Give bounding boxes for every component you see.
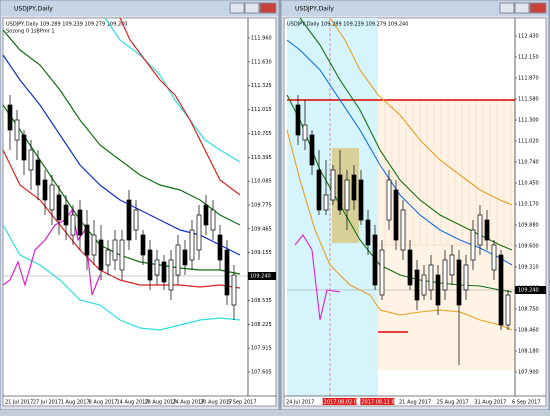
close-button[interactable]: [259, 2, 277, 14]
date-label: 5 Sep 2017: [228, 400, 257, 406]
status-bar: [0, 410, 550, 416]
indicator-line: Sozong 0 1sBPmr 1: [6, 29, 55, 35]
price-axis: 111.960 111.630 111.325 111.015 110.705 110.3…: [248, 36, 272, 376]
date-label: 31 Aug 2017: [474, 400, 506, 406]
price-label: 107.900: [518, 370, 539, 376]
price-axis: 112.430 112.150 111.870 111.580 111.300 111.0…: [515, 34, 539, 376]
price-label: 110.170: [518, 202, 539, 208]
price-label: 110.740: [518, 160, 539, 166]
date-label: 1 Aug 2017: [61, 400, 90, 406]
price-label: 110.705: [251, 131, 272, 137]
date-label: 30 Aug 2017: [200, 400, 232, 406]
info-line: USDJPY,Daily 109.289 109.239 109.279 109…: [6, 22, 127, 28]
price-label: 111.630: [251, 59, 272, 65]
price-label: 109.155: [251, 250, 272, 256]
maximize-button[interactable]: [244, 2, 260, 14]
date-label: 21 Aug 2017: [399, 400, 431, 406]
date-label: 27 Jul 2017: [33, 400, 61, 406]
price-label: 108.225: [251, 322, 272, 328]
price-label: 112.150: [518, 55, 539, 61]
price-label: 111.960: [251, 36, 272, 42]
date-label: 18 Aug 2017: [144, 400, 176, 406]
date-label: 8 Aug 2017: [89, 400, 118, 406]
price-label: 108.750: [518, 307, 539, 313]
price-label: 109.465: [251, 226, 272, 232]
date-label: 2017.08.11 00:00: [361, 400, 406, 406]
title-bar: [282, 1, 548, 16]
candles: [295, 95, 511, 365]
date-label: 2017.08.02 00:00: [324, 400, 369, 406]
indicator-lines: [286, 17, 513, 331]
price-label: 110.395: [251, 155, 272, 161]
current-price-tag: [515, 286, 546, 294]
price-label: 111.015: [251, 107, 272, 113]
price-label: 108.535: [251, 298, 272, 304]
date-label: 21 Jul 2017: [5, 400, 33, 406]
time-axis: 21 Jul 2017 27 Jul 2017 1 Aug 2017 8 Aug 20…: [5, 400, 257, 406]
range-region: [378, 100, 515, 370]
maximize-button[interactable]: [514, 2, 530, 14]
date-highlight: [322, 398, 357, 405]
price-label: 107.605: [251, 370, 272, 376]
date-label: 24 Jul 2017: [286, 400, 314, 406]
price-label: 109.775: [251, 203, 272, 209]
price-label: 111.870: [518, 76, 539, 82]
price-label: 112.430: [518, 34, 539, 40]
price-label: 108.460: [518, 328, 539, 334]
price-label: 111.580: [518, 97, 539, 103]
price-label: 111.020: [518, 139, 539, 145]
price-label: 111.325: [251, 83, 272, 89]
date-label: 6 Sep 2017: [512, 400, 541, 406]
price-label: 109.310: [518, 265, 539, 271]
date-label: 24 Aug 2017: [172, 400, 204, 406]
price-label: 110.085: [251, 179, 272, 185]
chart-area: [2, 17, 277, 407]
indicator-lines: [2, 17, 241, 331]
date-highlight: [360, 398, 395, 405]
date-label: 14 Aug 2017: [117, 400, 149, 406]
price-label: 110.450: [518, 181, 539, 187]
current-price: 109.240: [518, 288, 539, 294]
window-title: USDJPY,Daily: [14, 6, 53, 13]
candles: [7, 95, 237, 320]
window-title: USDJPY,Daily: [295, 6, 334, 13]
price-label: 109.600: [518, 244, 539, 250]
minimize-button[interactable]: [229, 2, 245, 14]
price-label: 109.880: [518, 223, 539, 229]
current-price-tag: [248, 272, 276, 280]
price-label: 108.180: [518, 349, 539, 355]
close-button[interactable]: [529, 2, 547, 14]
info-line: USDJPY,Daily 109.289 109.239 109.279 109…: [287, 22, 408, 28]
minimize-button[interactable]: [499, 2, 515, 14]
date-label: 25 Aug 2017: [437, 400, 469, 406]
current-price: 109.240: [250, 274, 271, 280]
price-label: 107.915: [251, 346, 272, 352]
title-bar: [1, 1, 278, 16]
price-label: 111.300: [518, 118, 539, 124]
